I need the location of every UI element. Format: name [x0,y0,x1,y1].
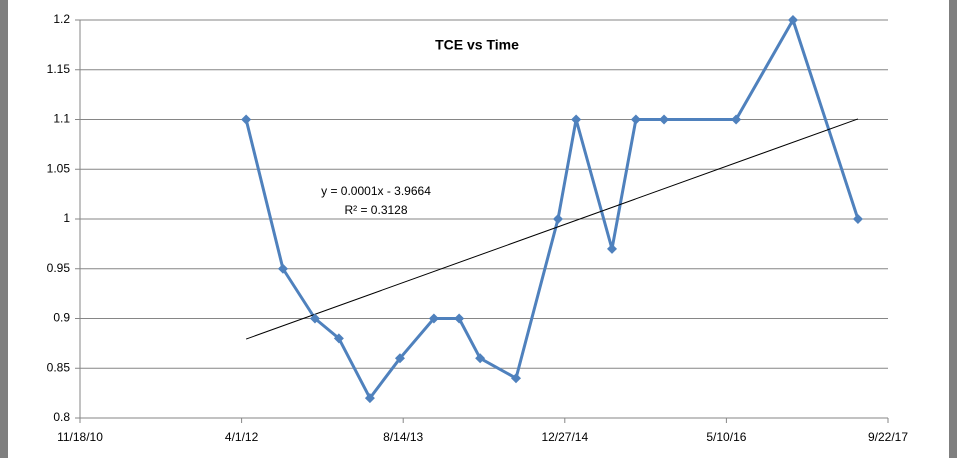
series-line [244,18,860,400]
trend-equation: y = 0.0001x - 3.9664 [321,184,431,198]
trend-r2: R² = 0.3128 [344,203,407,217]
marker [553,214,564,224]
y-tick-label: 0.95 [47,261,71,275]
marker [659,114,670,125]
chart-title: TCE vs Time [435,37,519,53]
marker [571,114,582,125]
marker [731,114,742,125]
y-tick-label: 0.8 [53,410,70,424]
marker [277,263,288,274]
marker [510,373,521,384]
y-tick-label: 0.85 [47,360,71,374]
marker [333,333,344,344]
y-tick-label: 1.15 [47,62,71,76]
y-tick-label: 0.9 [53,311,70,325]
marker [309,313,320,324]
marker [606,243,617,254]
y-tick-label: 1.05 [47,161,71,175]
x-tick-label: 8/14/13 [383,430,423,444]
marker [475,353,486,364]
y-tick-label: 1.2 [53,12,70,26]
marker [241,114,252,125]
marker [428,313,439,324]
marker [787,15,798,25]
x-tick-label: 4/1/12 [225,430,259,444]
y-tick-label: 1.1 [53,112,70,126]
marker [630,114,641,125]
trendline [245,118,859,340]
x-tick-label: 9/22/17 [868,430,908,444]
marker [852,214,863,224]
x-tick-label: 12/27/14 [541,430,588,444]
x-tick-label: 11/18/10 [57,430,103,444]
window-edge [0,0,8,458]
marker [394,353,405,364]
marker [454,313,465,324]
window-edge [949,0,957,458]
x-tick-label: 5/10/16 [706,430,746,444]
y-tick-label: 1 [63,211,70,225]
marker [364,393,375,404]
